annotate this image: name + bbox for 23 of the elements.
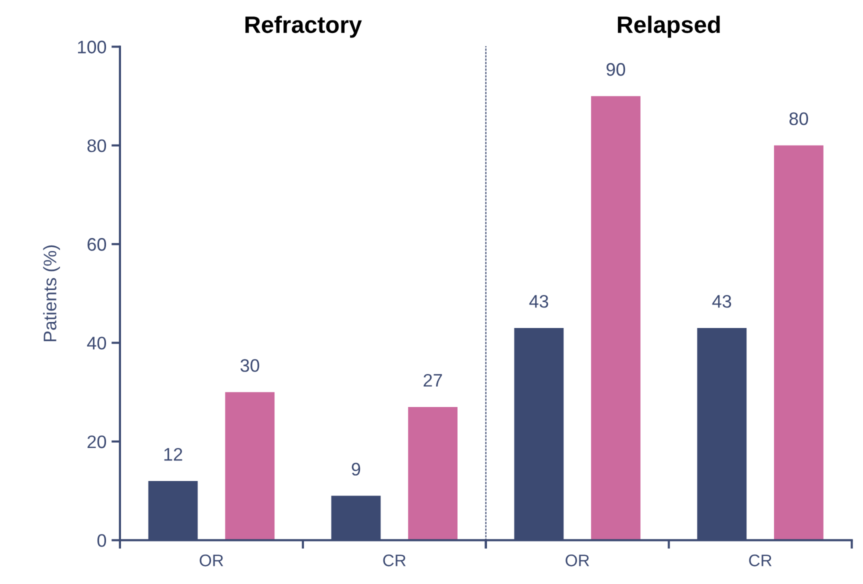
x-tick-label: OR	[566, 554, 590, 566]
data-label: 90	[606, 63, 626, 76]
y-tick-label: 20	[88, 435, 106, 448]
data-label: 12	[164, 448, 182, 461]
y-tick-label: 80	[87, 139, 106, 152]
x-tick-label: CR	[383, 554, 406, 566]
bar	[225, 392, 275, 540]
data-label: 30	[240, 359, 260, 372]
data-label: 43	[529, 294, 548, 308]
x-tick-label: CR	[749, 554, 772, 566]
y-tick-label: 60	[88, 238, 106, 251]
bar	[408, 406, 458, 540]
y-tick-label: 100	[78, 40, 106, 54]
data-label: 80	[789, 112, 808, 126]
y-tick-label: 40	[87, 336, 106, 350]
data-label: 9	[352, 462, 360, 476]
y-axis-title: Patients (%)	[43, 245, 60, 342]
chart-title: Refractory	[245, 16, 362, 38]
y-tick-label: 0	[97, 534, 106, 547]
x-tick-label: OR	[200, 554, 224, 566]
data-label: 27	[424, 374, 442, 387]
chart-title: Relapsed	[618, 16, 720, 38]
data-label: 43	[712, 294, 732, 308]
